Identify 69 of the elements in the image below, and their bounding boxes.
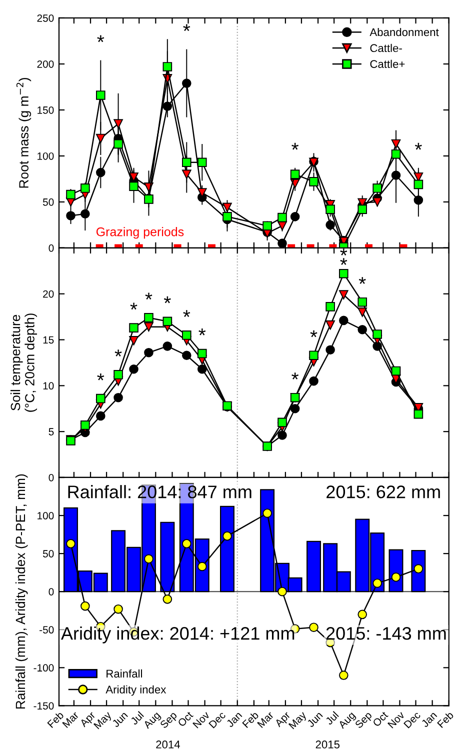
annotation: 2015: -143 mm xyxy=(326,627,446,640)
x-tick-label: Jul xyxy=(130,711,144,726)
annotation: * xyxy=(145,292,152,300)
x-tick-label: Feb xyxy=(242,710,260,728)
y-tick-label: 100 xyxy=(38,512,54,520)
x-tick-label: Jun xyxy=(306,711,323,728)
legend-label: Cattle- xyxy=(370,44,402,52)
x-tick-label: Mar xyxy=(257,710,274,728)
series-label: Grazing periods xyxy=(96,227,184,239)
x-tick-label: Jun xyxy=(112,711,128,728)
y-tick-label: 5 xyxy=(48,428,54,436)
annotation: Aridity index: 2014: +121 mm xyxy=(60,626,294,644)
y-tick-label: 0 xyxy=(48,244,54,252)
annotation: * xyxy=(292,372,299,380)
y-tick-label: -150 xyxy=(34,702,54,710)
x-tick-label: Aug xyxy=(142,711,162,731)
legend-label: Abandonment xyxy=(370,28,439,36)
y-tick-label: -50 xyxy=(40,626,54,634)
annotation: * xyxy=(292,142,299,150)
y-tick-label: 0 xyxy=(48,588,54,596)
y-axis-title: Soil temperature (°C, 20cm depth) xyxy=(10,314,37,412)
y-tick-label: 150 xyxy=(38,106,54,114)
annotation: * xyxy=(164,296,171,304)
legend-label: Aridity index xyxy=(106,685,166,696)
x-tick-label: Oct xyxy=(372,710,389,728)
annotation: * xyxy=(114,350,122,356)
y-tick-label: 200 xyxy=(37,60,54,68)
y-tick-label: 10 xyxy=(43,382,54,390)
y-tick-label: 250 xyxy=(37,14,54,22)
x-tick-label: Feb xyxy=(436,710,454,728)
x-tick-label: Dec xyxy=(404,711,421,728)
annotation: * xyxy=(340,258,348,265)
annotation: * xyxy=(97,35,104,42)
annotation: 2015: 622 mm xyxy=(326,486,440,498)
y-tick-label: -100 xyxy=(34,664,54,672)
y-tick-label: 20 xyxy=(43,290,54,298)
y-tick-label: 15 xyxy=(43,336,54,344)
annotation: * xyxy=(183,310,190,317)
x-tick-label: Sep xyxy=(354,711,374,730)
annotation: Rainfall: 2014: 847 mm xyxy=(68,485,252,498)
y-axis-title: Root mass (g m$^{−2}$) xyxy=(16,78,32,188)
annotation: * xyxy=(183,24,190,32)
x2-tick-label: 2015 xyxy=(316,740,340,748)
annotation: * xyxy=(198,328,206,336)
y-axis-title: Rainfall (mm), Aridity index (P-PET, mm) xyxy=(15,474,28,709)
x-tick-label: Sep xyxy=(160,711,179,730)
annotation: * xyxy=(130,302,138,310)
annotation: * xyxy=(97,374,104,380)
annotation: * xyxy=(340,248,348,256)
legend-label: Cattle+ xyxy=(370,60,405,68)
annotation: * xyxy=(310,330,318,338)
x2-tick-label: 2014 xyxy=(156,740,180,748)
annotation: * xyxy=(358,277,366,284)
x-tick-label: Mar xyxy=(62,710,80,728)
annotation: * xyxy=(414,142,422,150)
y-tick-label: 100 xyxy=(38,152,54,160)
x-tick-label: Aug xyxy=(338,711,357,731)
x-tick-label: Jul xyxy=(324,711,339,726)
x-tick-label: Oct xyxy=(177,710,194,728)
x-tick-label: May xyxy=(288,710,308,731)
x-tick-label: May xyxy=(93,710,114,731)
x-tick-label: Jan xyxy=(226,711,242,728)
y-tick-label: 0 xyxy=(48,474,54,482)
x-tick-label: Feb xyxy=(46,710,64,728)
x-tick-label: Dec xyxy=(208,711,226,728)
y-tick-label: 50 xyxy=(42,198,54,206)
x-tick-label: Jan xyxy=(420,711,438,728)
y-tick-label: 50 xyxy=(42,550,54,558)
legend-label: Rainfall xyxy=(106,669,142,678)
